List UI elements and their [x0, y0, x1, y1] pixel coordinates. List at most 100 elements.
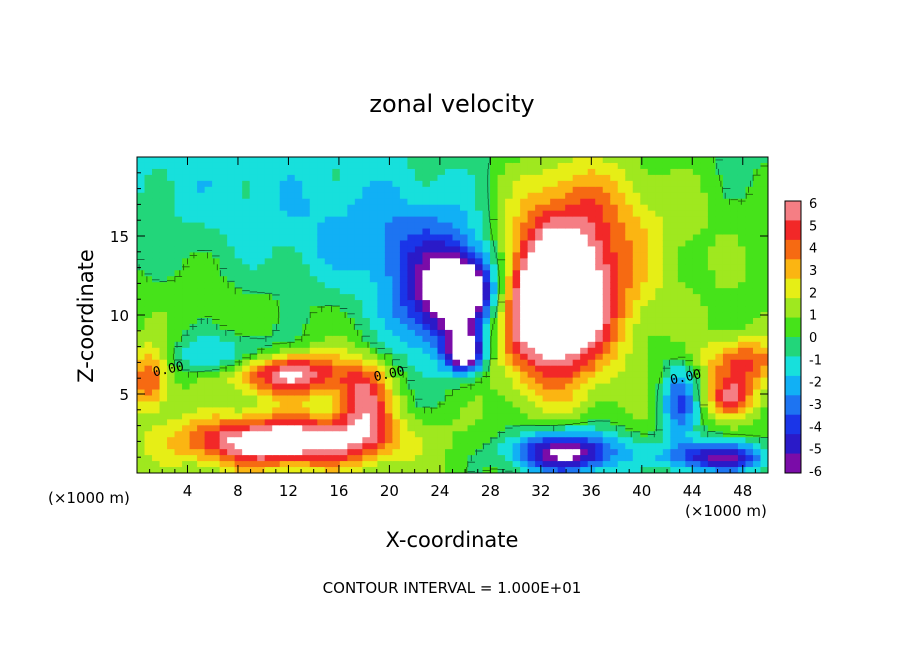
heatmap-cell — [437, 413, 446, 420]
heatmap-cell — [467, 383, 476, 391]
heatmap-cell — [317, 240, 326, 248]
heatmap-cell — [257, 276, 266, 283]
heatmap-cell — [174, 157, 183, 164]
heatmap-cell — [444, 264, 454, 271]
heatmap-cell — [294, 377, 303, 385]
heatmap-cell — [324, 389, 333, 397]
heatmap-cell — [182, 365, 191, 373]
heatmap-cell — [460, 467, 469, 473]
heatmap-cell — [332, 335, 341, 343]
heatmap-cell — [475, 335, 484, 343]
heatmap-cell — [429, 174, 439, 182]
heatmap-cell — [242, 294, 251, 301]
heatmap-cell — [520, 395, 529, 403]
heatmap-cell — [242, 377, 251, 385]
heatmap-cell — [144, 377, 153, 385]
heatmap-cell — [482, 270, 491, 277]
heatmap-cell — [219, 270, 228, 277]
heatmap-cell — [490, 431, 499, 438]
heatmap-cell — [362, 228, 371, 236]
heatmap-cell — [700, 198, 709, 206]
heatmap-cell — [722, 335, 732, 343]
heatmap-cell — [655, 317, 664, 325]
heatmap-cell — [354, 306, 363, 313]
heatmap-cell — [362, 246, 371, 253]
heatmap-cell — [264, 258, 273, 265]
heatmap-cell — [535, 407, 544, 414]
heatmap-cell — [692, 359, 701, 367]
heatmap-cell — [227, 186, 236, 194]
heatmap-cell — [234, 186, 243, 194]
heatmap-cell — [249, 240, 258, 248]
heatmap-cell — [444, 383, 454, 391]
heatmap-cell — [730, 157, 739, 164]
heatmap-cell — [512, 371, 521, 379]
heatmap-cell — [737, 467, 747, 473]
heatmap-cell — [437, 246, 446, 253]
heatmap-field — [137, 157, 768, 473]
heatmap-cell — [550, 431, 559, 438]
heatmap-cell — [167, 174, 176, 182]
heatmap-cell — [414, 240, 424, 248]
heatmap-cell — [399, 162, 409, 170]
heatmap-cell — [249, 282, 258, 289]
heatmap-cell — [722, 264, 732, 271]
heatmap-cell — [384, 377, 393, 385]
heatmap-cell — [272, 210, 281, 218]
heatmap-cell — [369, 329, 378, 337]
heatmap-cell — [572, 174, 581, 182]
heatmap-cell — [159, 365, 168, 373]
heatmap-cell — [527, 216, 536, 224]
heatmap-cell — [362, 162, 371, 170]
heatmap-cell — [692, 162, 701, 170]
heatmap-cell — [309, 443, 318, 450]
heatmap-cell — [384, 270, 393, 277]
heatmap-cell — [587, 455, 596, 462]
heatmap-cell — [520, 431, 529, 438]
heatmap-cell — [444, 216, 454, 224]
heatmap-cell — [550, 395, 559, 403]
heatmap-cell — [302, 312, 311, 319]
heatmap-cell — [565, 443, 574, 450]
heatmap-cell — [144, 216, 153, 224]
heatmap-cell — [272, 234, 281, 242]
heatmap-cell — [422, 467, 431, 473]
heatmap-cell — [722, 276, 732, 283]
heatmap-cell — [452, 353, 461, 361]
heatmap-cell — [617, 437, 626, 444]
heatmap-cell — [512, 395, 521, 403]
heatmap-cell — [580, 258, 589, 265]
heatmap-cell — [595, 192, 604, 200]
heatmap-cell — [565, 157, 574, 164]
heatmap-cell — [520, 276, 529, 283]
heatmap-cell — [692, 329, 701, 337]
heatmap-cell — [279, 234, 288, 242]
heatmap-cell — [647, 461, 656, 468]
heatmap-cell — [632, 210, 641, 218]
x-tick-label: 12 — [279, 482, 298, 500]
heatmap-cell — [625, 258, 634, 265]
heatmap-cell — [219, 216, 228, 224]
heatmap-cell — [655, 288, 664, 295]
heatmap-cell — [707, 329, 717, 337]
heatmap-cell — [264, 162, 273, 170]
heatmap-cell — [227, 317, 236, 325]
heatmap-cell — [467, 312, 476, 319]
heatmap-cell — [197, 371, 206, 379]
heatmap-cell — [632, 413, 641, 420]
heatmap-cell — [737, 240, 747, 248]
heatmap-cell — [467, 204, 476, 212]
heatmap-cell — [324, 216, 333, 224]
heatmap-cell — [655, 246, 664, 253]
heatmap-cell — [332, 240, 341, 248]
heatmap-cell — [159, 198, 168, 206]
x-unit-left: (×1000 m) — [48, 489, 130, 507]
heatmap-cell — [302, 425, 311, 432]
heatmap-cell — [752, 222, 762, 230]
heatmap-cell — [429, 425, 439, 432]
heatmap-cell — [685, 377, 694, 385]
heatmap-cell — [204, 270, 213, 277]
heatmap-cell — [527, 419, 536, 426]
heatmap-cell — [535, 294, 544, 301]
heatmap-cell — [242, 383, 251, 391]
